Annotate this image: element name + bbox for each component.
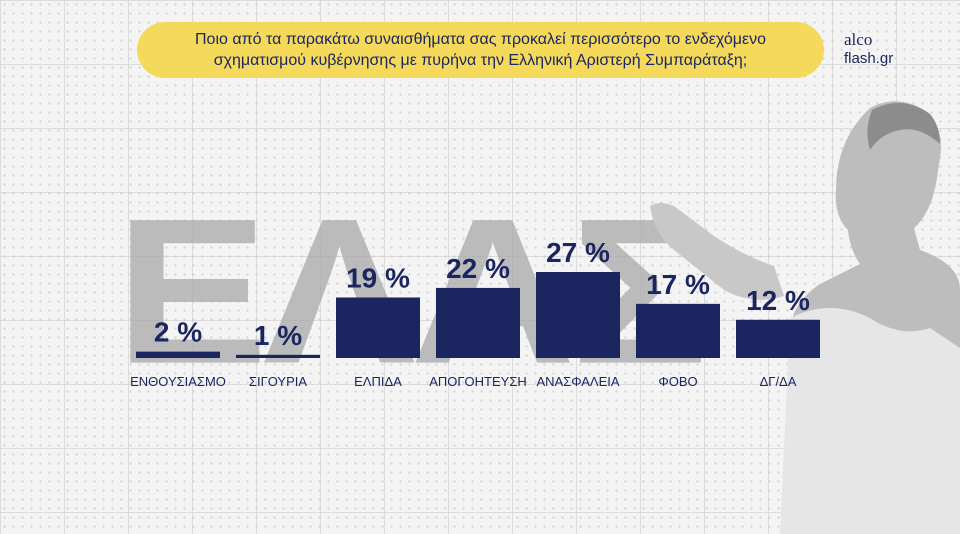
logo-line-1: alco	[844, 30, 873, 49]
bar-3	[436, 287, 520, 358]
bar-0	[136, 351, 220, 358]
bar-4	[536, 272, 620, 358]
value-label-4: 27 %	[546, 237, 610, 268]
category-label-6: ΔΓ/ΔΑ	[760, 374, 797, 389]
question-line-2: σχηματισμού κυβέρνησης με πυρήνα την Ελλ…	[213, 52, 748, 69]
question-text: Ποιο από τα παρακάτω συναισθήματα σας πρ…	[195, 29, 766, 71]
value-label-0: 2 %	[154, 317, 202, 348]
bar-5	[636, 303, 720, 358]
bar-2	[336, 297, 420, 358]
value-label-5: 17 %	[646, 269, 710, 300]
category-label-0: ΕΝΘΟΥΣΙΑΣΜΟ	[130, 374, 226, 389]
question-line-1: Ποιο από τα παρακάτω συναισθήματα σας πρ…	[194, 31, 766, 48]
category-label-3: ΑΠΟΓΟΗΤΕΥΣΗ	[429, 374, 527, 389]
value-label-1: 1 %	[254, 320, 302, 351]
value-label-6: 12 %	[746, 285, 810, 316]
bar-1	[236, 354, 320, 358]
bar-6	[736, 319, 820, 358]
category-label-5: ΦΟΒΟ	[658, 374, 697, 389]
logo-line-2: flash.gr	[844, 50, 894, 67]
category-label-4: ΑΝΑΣΦΑΛΕΙΑ	[536, 374, 619, 389]
alco-flash-logo: alco flash.gr	[844, 30, 893, 68]
value-label-3: 22 %	[446, 253, 510, 284]
category-label-1: ΣΙΓΟΥΡΙΑ	[249, 374, 307, 389]
category-label-2: ΕΛΠΙΔΑ	[354, 374, 402, 389]
person-photo	[650, 101, 960, 534]
value-label-2: 19 %	[346, 262, 410, 293]
question-banner: Ποιο από τα παρακάτω συναισθήματα σας πρ…	[137, 22, 824, 78]
